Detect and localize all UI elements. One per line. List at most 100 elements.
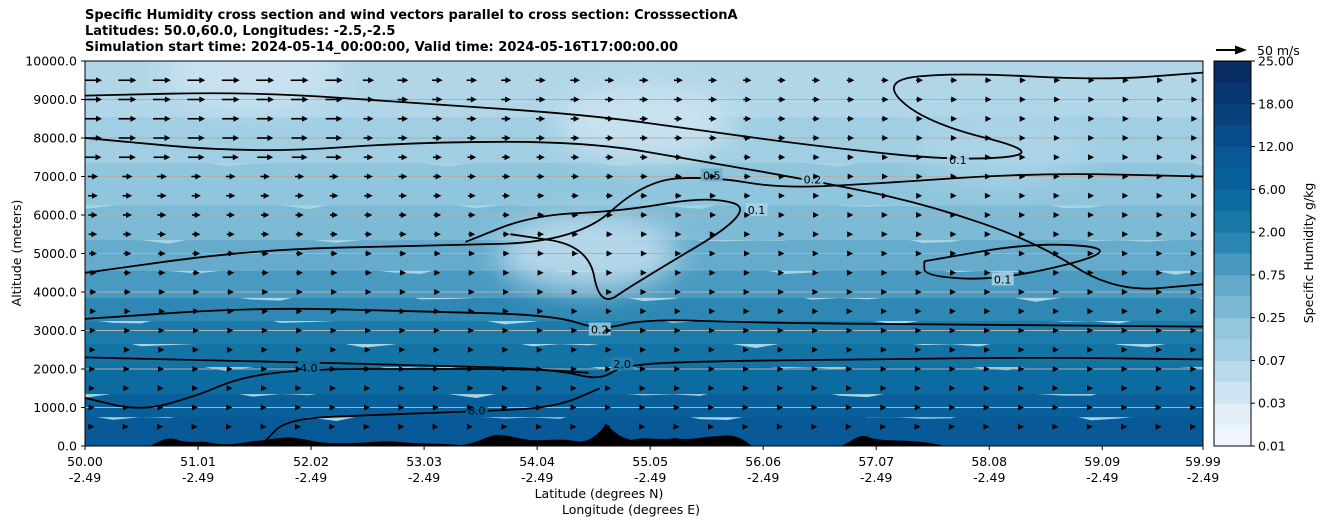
wind-vector-head bbox=[164, 77, 171, 84]
wind-vector-head bbox=[1156, 289, 1163, 295]
wind-vector-head bbox=[1156, 308, 1163, 315]
contour-label: 4.0 bbox=[300, 362, 318, 375]
wind-vector-head bbox=[537, 269, 544, 276]
wind-vector-head bbox=[88, 404, 95, 411]
wind-vector-head bbox=[1018, 385, 1025, 392]
y-tick-label: 10000.0 bbox=[25, 54, 77, 69]
wind-vector-head bbox=[88, 385, 95, 392]
wind-vector-head bbox=[984, 269, 991, 276]
wind-vector-head bbox=[1122, 154, 1129, 161]
wind-vector-head bbox=[950, 231, 957, 238]
wind-vector-head bbox=[606, 250, 613, 257]
wind-vector-head bbox=[571, 289, 578, 295]
wind-vector-head bbox=[711, 77, 718, 84]
wind-vector-head bbox=[1156, 269, 1163, 276]
wind-vector-head bbox=[607, 135, 614, 141]
wind-vector-head bbox=[915, 346, 922, 353]
wind-vector-head bbox=[193, 269, 200, 276]
wind-vector-head bbox=[536, 366, 543, 372]
wind-vector-head bbox=[917, 77, 923, 84]
wind-vector-head bbox=[268, 96, 274, 103]
wind-vector-head bbox=[330, 308, 337, 315]
wind-vector-head bbox=[744, 250, 750, 257]
wind-vector-head bbox=[813, 212, 819, 218]
wind-vector-head bbox=[642, 115, 649, 122]
wind-vector-head bbox=[1053, 289, 1060, 295]
wind-vector-head bbox=[123, 346, 130, 353]
wind-vector-head bbox=[1121, 289, 1128, 295]
wind-vector-head bbox=[504, 173, 511, 180]
wind-vector-head bbox=[90, 308, 97, 315]
wind-vector-head bbox=[1121, 346, 1128, 353]
wind-vector-head bbox=[1087, 231, 1094, 238]
wind-vector-head bbox=[158, 346, 165, 353]
wind-vector-head bbox=[572, 212, 579, 218]
wind-vector-head bbox=[1088, 77, 1095, 84]
wind-vector-head bbox=[812, 308, 819, 315]
wind-vector-head bbox=[91, 250, 97, 257]
x-tick-label-lat: 56.06 bbox=[745, 454, 781, 469]
wind-vector-head bbox=[199, 115, 206, 122]
wind-vector-head bbox=[539, 77, 546, 84]
x-tick-label-lon: -2.49 bbox=[295, 470, 327, 485]
wind-vector-head bbox=[467, 404, 474, 411]
x-tick-label-lat: 51.01 bbox=[180, 454, 216, 469]
wind-vector-head bbox=[708, 346, 715, 353]
wind-vector-head bbox=[1190, 404, 1197, 411]
wind-vector-head bbox=[331, 269, 338, 276]
wind-vector-head bbox=[778, 212, 785, 218]
wind-vector-head bbox=[642, 96, 649, 103]
wind-vector-head bbox=[262, 289, 269, 295]
wind-vector-head bbox=[469, 231, 476, 238]
wind-vector-head bbox=[914, 404, 921, 411]
x-axis-label: Latitude (degrees N) bbox=[535, 486, 664, 501]
wind-vector-head bbox=[984, 308, 991, 315]
wind-vector-head bbox=[709, 250, 716, 257]
wind-vector-head bbox=[642, 135, 648, 141]
chart-title-line-3: Simulation start time: 2024-05-14_00:00:… bbox=[85, 40, 678, 55]
x-tick-label-lat: 57.07 bbox=[858, 454, 894, 469]
wind-vector-head bbox=[846, 308, 853, 315]
wind-vector-head bbox=[744, 154, 751, 161]
wind-vector-head bbox=[296, 327, 303, 334]
wind-vector-head bbox=[505, 96, 512, 103]
wind-vector-head bbox=[160, 212, 167, 218]
wind-vector-head bbox=[742, 423, 749, 430]
colorbar-tick-label: 0.75 bbox=[1258, 267, 1286, 282]
wind-vector-head bbox=[436, 96, 443, 103]
wind-vector-head bbox=[607, 173, 614, 180]
wind-vector-head bbox=[570, 404, 577, 411]
wind-vector-head bbox=[708, 423, 714, 430]
wind-vector-head bbox=[606, 289, 613, 295]
wind-vector-head bbox=[984, 192, 991, 199]
wind-vector-head bbox=[779, 77, 786, 84]
wind-vector-head bbox=[434, 250, 441, 257]
x-tick-label-lat: 50.00 bbox=[67, 454, 103, 469]
wind-vector-head bbox=[229, 173, 236, 180]
wind-vector-head bbox=[608, 77, 615, 84]
wind-vector-head bbox=[570, 385, 577, 392]
wind-vector-head bbox=[573, 96, 580, 103]
wind-vector-head bbox=[1018, 289, 1025, 295]
wind-vector-head bbox=[160, 173, 167, 180]
wind-vector-head bbox=[1087, 327, 1094, 334]
wind-vector-head bbox=[845, 404, 852, 411]
wind-vector-head bbox=[984, 250, 991, 257]
wind-vector-head bbox=[571, 269, 578, 276]
wind-vector-head bbox=[436, 77, 443, 84]
wind-vector-head bbox=[882, 115, 889, 122]
wind-vector-head bbox=[164, 96, 171, 103]
wind-vector-head bbox=[745, 77, 752, 84]
wind-vector-head bbox=[364, 366, 371, 372]
wind-vector-head bbox=[1190, 423, 1197, 430]
wind-vector-head bbox=[846, 385, 853, 392]
wind-vector-head bbox=[160, 231, 166, 238]
wind-vector-head bbox=[606, 269, 613, 276]
y-tick-label: 9000.0 bbox=[33, 92, 77, 107]
wind-vector-head bbox=[605, 404, 611, 411]
wind-vector-head bbox=[1191, 135, 1198, 141]
x-tick-label-lon: -2.49 bbox=[408, 470, 440, 485]
wind-vector-head bbox=[710, 115, 717, 122]
wind-vector-head bbox=[1018, 269, 1025, 276]
wind-vector-head bbox=[261, 366, 268, 372]
